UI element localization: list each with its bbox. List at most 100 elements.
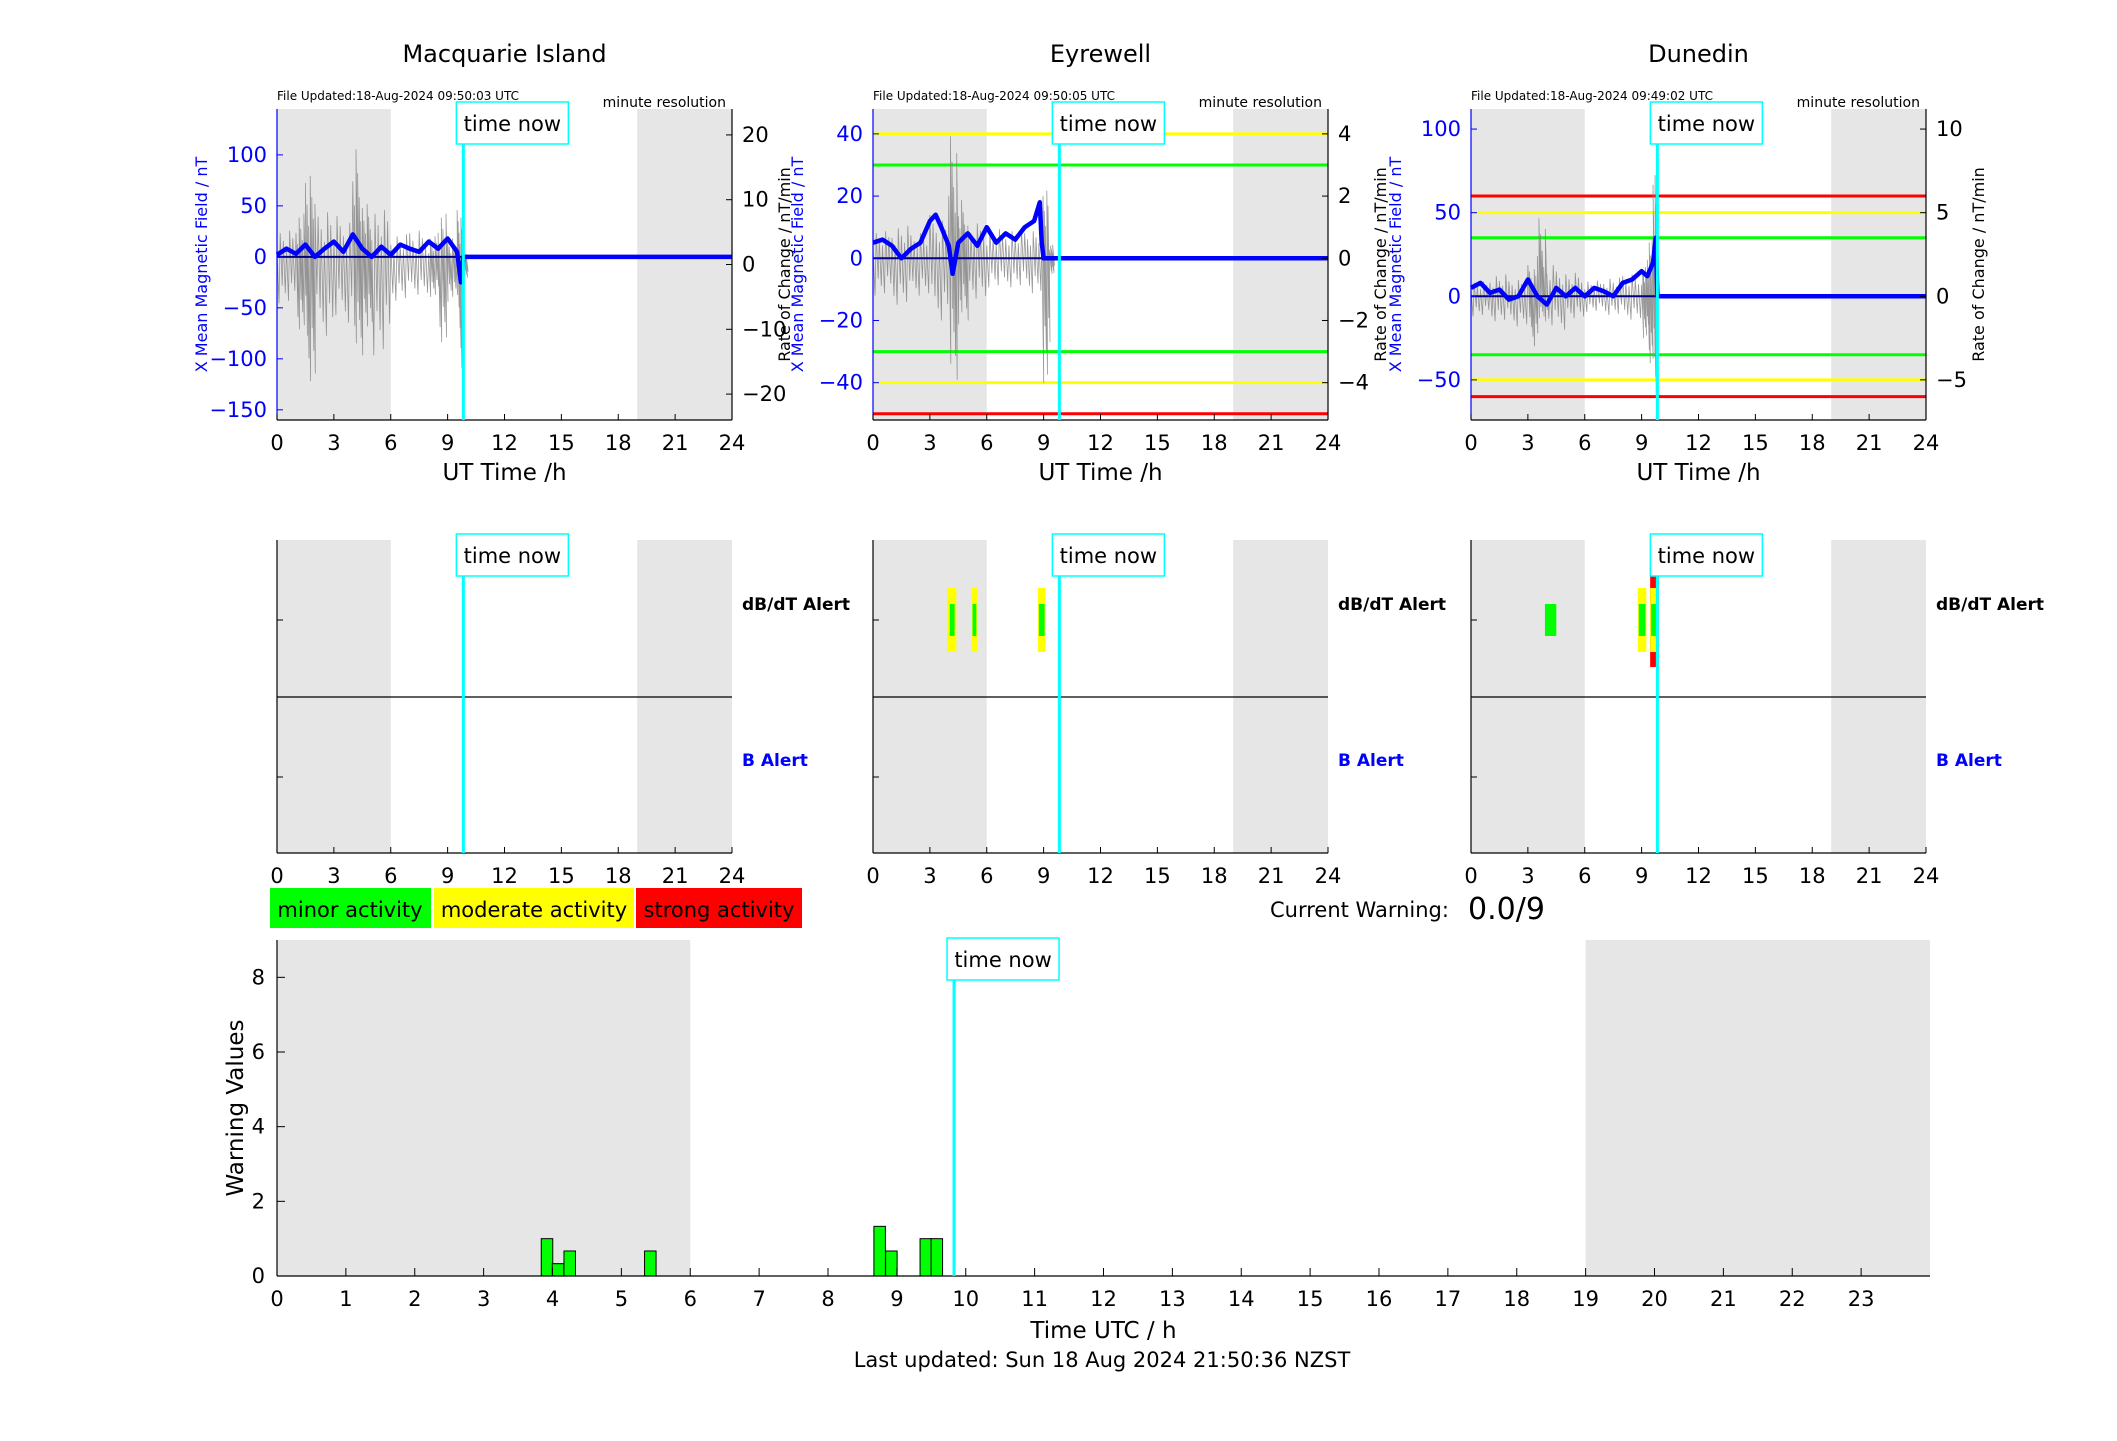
x-tick-label: 24 xyxy=(1913,864,1940,888)
station-panel: Dunedin File Updated:18-Aug-2024 09:49:02… xyxy=(1386,40,1988,486)
x-tick-label: 24 xyxy=(1913,431,1940,455)
x-tick-label: 24 xyxy=(1315,431,1342,455)
x-axis-title: Time UTC / h xyxy=(1029,1318,1176,1344)
y-axis-title: X Mean Magnetic Field / nT xyxy=(788,157,807,373)
x-tick-label: 7 xyxy=(752,1287,765,1311)
x-tick-label: 18 xyxy=(605,864,632,888)
night-shade xyxy=(1831,109,1926,420)
x-tick-label: 6 xyxy=(980,864,993,888)
warning-bar xyxy=(540,1238,554,1277)
x-tick-label: 3 xyxy=(327,864,340,888)
legend-minor-label: minor activity xyxy=(277,898,422,922)
rate-of-change-trace xyxy=(872,136,1055,383)
y-tick-label: 0 xyxy=(1448,284,1461,308)
night-shade xyxy=(1585,940,1930,1276)
x-tick-label: 9 xyxy=(890,1287,903,1311)
x-tick-label: 0 xyxy=(1464,864,1477,888)
x-tick-label: 3 xyxy=(1521,864,1534,888)
x-tick-label: 15 xyxy=(1297,1287,1324,1311)
legend-moderate-label: moderate activity xyxy=(441,898,627,922)
x-tick-label: 15 xyxy=(1742,431,1769,455)
x-tick-label: 3 xyxy=(923,431,936,455)
time-now-label: time now xyxy=(464,112,561,136)
x-tick-label: 21 xyxy=(1856,864,1883,888)
y-tick-label: 50 xyxy=(240,194,267,218)
y2-axis-title: Rate of Change / nT/min xyxy=(775,167,794,362)
x-tick-label: 18 xyxy=(1201,431,1228,455)
x-tick-label: 9 xyxy=(441,431,454,455)
y-tick-label: −40 xyxy=(819,371,863,395)
x-tick-label: 12 xyxy=(1685,431,1712,455)
warning-values-chart: 0 1 2 3 4 5 6 7 8 9 10 11 12 13 14 15 16 17 18 19 20 21 22 2302… xyxy=(223,937,1930,1344)
x-tick-label: 12 xyxy=(491,864,518,888)
x-axis-title: UT Time /h xyxy=(1636,460,1760,486)
x-tick-label: 13 xyxy=(1159,1287,1186,1311)
time-now-label: time now xyxy=(464,544,561,568)
x-tick-label: 24 xyxy=(1315,864,1342,888)
y2-tick-label: −5 xyxy=(1936,368,1967,392)
dbdt-alert-label: dB/dT Alert xyxy=(1936,595,2044,615)
y-tick-label: −20 xyxy=(819,308,863,332)
b-alert-label: B Alert xyxy=(1338,751,1404,771)
time-now-label: time now xyxy=(954,948,1051,972)
y-tick-label: −50 xyxy=(223,296,267,320)
resolution-label: minute resolution xyxy=(603,95,726,111)
x-tick-label: 9 xyxy=(1635,431,1648,455)
y2-tick-label: 5 xyxy=(1936,201,1949,225)
file-updated-label: File Updated:18-Aug-2024 09:50:05 UTC xyxy=(873,89,1115,103)
y-tick-label: −100 xyxy=(209,347,267,371)
x-tick-label: 9 xyxy=(1635,864,1648,888)
time-now-box xyxy=(1649,533,1764,577)
y-tick-label: 0 xyxy=(254,245,267,269)
x-tick-label: 16 xyxy=(1366,1287,1393,1311)
dbdt-alert-bar xyxy=(972,604,977,636)
file-updated-label: File Updated:18-Aug-2024 09:49:02 UTC xyxy=(1471,89,1713,103)
y2-tick-label: 0 xyxy=(742,253,755,277)
x-tick-label: 21 xyxy=(662,431,689,455)
warning-panel: 0 1 2 3 4 5 6 7 8 9 10 11 12 13 14 15 16 17 18 19 20 21 22 2302… xyxy=(223,937,1930,1344)
legend-minor-swatch xyxy=(270,888,431,928)
x-tick-label: 12 xyxy=(491,431,518,455)
x-tick-label: 0 xyxy=(270,864,283,888)
y2-tick-label: −4 xyxy=(1338,371,1369,395)
x-tick-label: 6 xyxy=(980,431,993,455)
x-tick-label: 6 xyxy=(1578,431,1591,455)
y-tick-label: 0 xyxy=(850,246,863,270)
x-tick-label: 8 xyxy=(821,1287,834,1311)
alert-panel: 0 3 6 9 12 15 18 21 24 dB/dT Alert B Alert time now xyxy=(1464,533,2044,888)
x-tick-label: 3 xyxy=(477,1287,490,1311)
night-shade xyxy=(1471,109,1585,420)
resolution-label: minute resolution xyxy=(1199,95,1322,111)
x-tick-label: 15 xyxy=(1144,431,1171,455)
x-tick-label: 11 xyxy=(1021,1287,1048,1311)
station-charts: Macquarie Island File Updated:18-Aug-2024… xyxy=(192,40,1988,486)
x-tick-label: 12 xyxy=(1087,431,1114,455)
dbdt-alert-bar xyxy=(1038,604,1045,636)
warning-bar xyxy=(930,1238,944,1277)
dbdt-alert-bar xyxy=(1544,604,1557,636)
y2-tick-label: 0 xyxy=(1936,284,1949,308)
x-axis-title: UT Time /h xyxy=(1038,460,1162,486)
time-now-label: time now xyxy=(1060,112,1157,136)
y2-tick-label: −20 xyxy=(742,382,786,406)
file-updated-label: File Updated:18-Aug-2024 09:50:03 UTC xyxy=(277,89,519,103)
night-shade xyxy=(277,940,691,1276)
y2-tick-label: 2 xyxy=(1338,184,1351,208)
y2-axis-title: Rate of Change / nT/min xyxy=(1969,167,1988,362)
warning-bar xyxy=(644,1250,657,1277)
x-tick-label: 21 xyxy=(1258,431,1285,455)
legend-strong-swatch xyxy=(636,888,802,928)
time-now-box xyxy=(455,533,570,577)
x-tick-label: 21 xyxy=(1710,1287,1737,1311)
x-tick-label: 24 xyxy=(719,431,746,455)
y-axis-title: X Mean Magnetic Field / nT xyxy=(1386,157,1405,373)
y-tick-label: 0 xyxy=(252,1264,265,1288)
y-tick-label: 4 xyxy=(252,1115,265,1139)
y-tick-label: 100 xyxy=(227,143,267,167)
y2-tick-label: 20 xyxy=(742,123,769,147)
dbdt-alert-label: dB/dT Alert xyxy=(1338,595,1446,615)
x-tick-label: 0 xyxy=(270,431,283,455)
x-tick-label: 10 xyxy=(952,1287,979,1311)
